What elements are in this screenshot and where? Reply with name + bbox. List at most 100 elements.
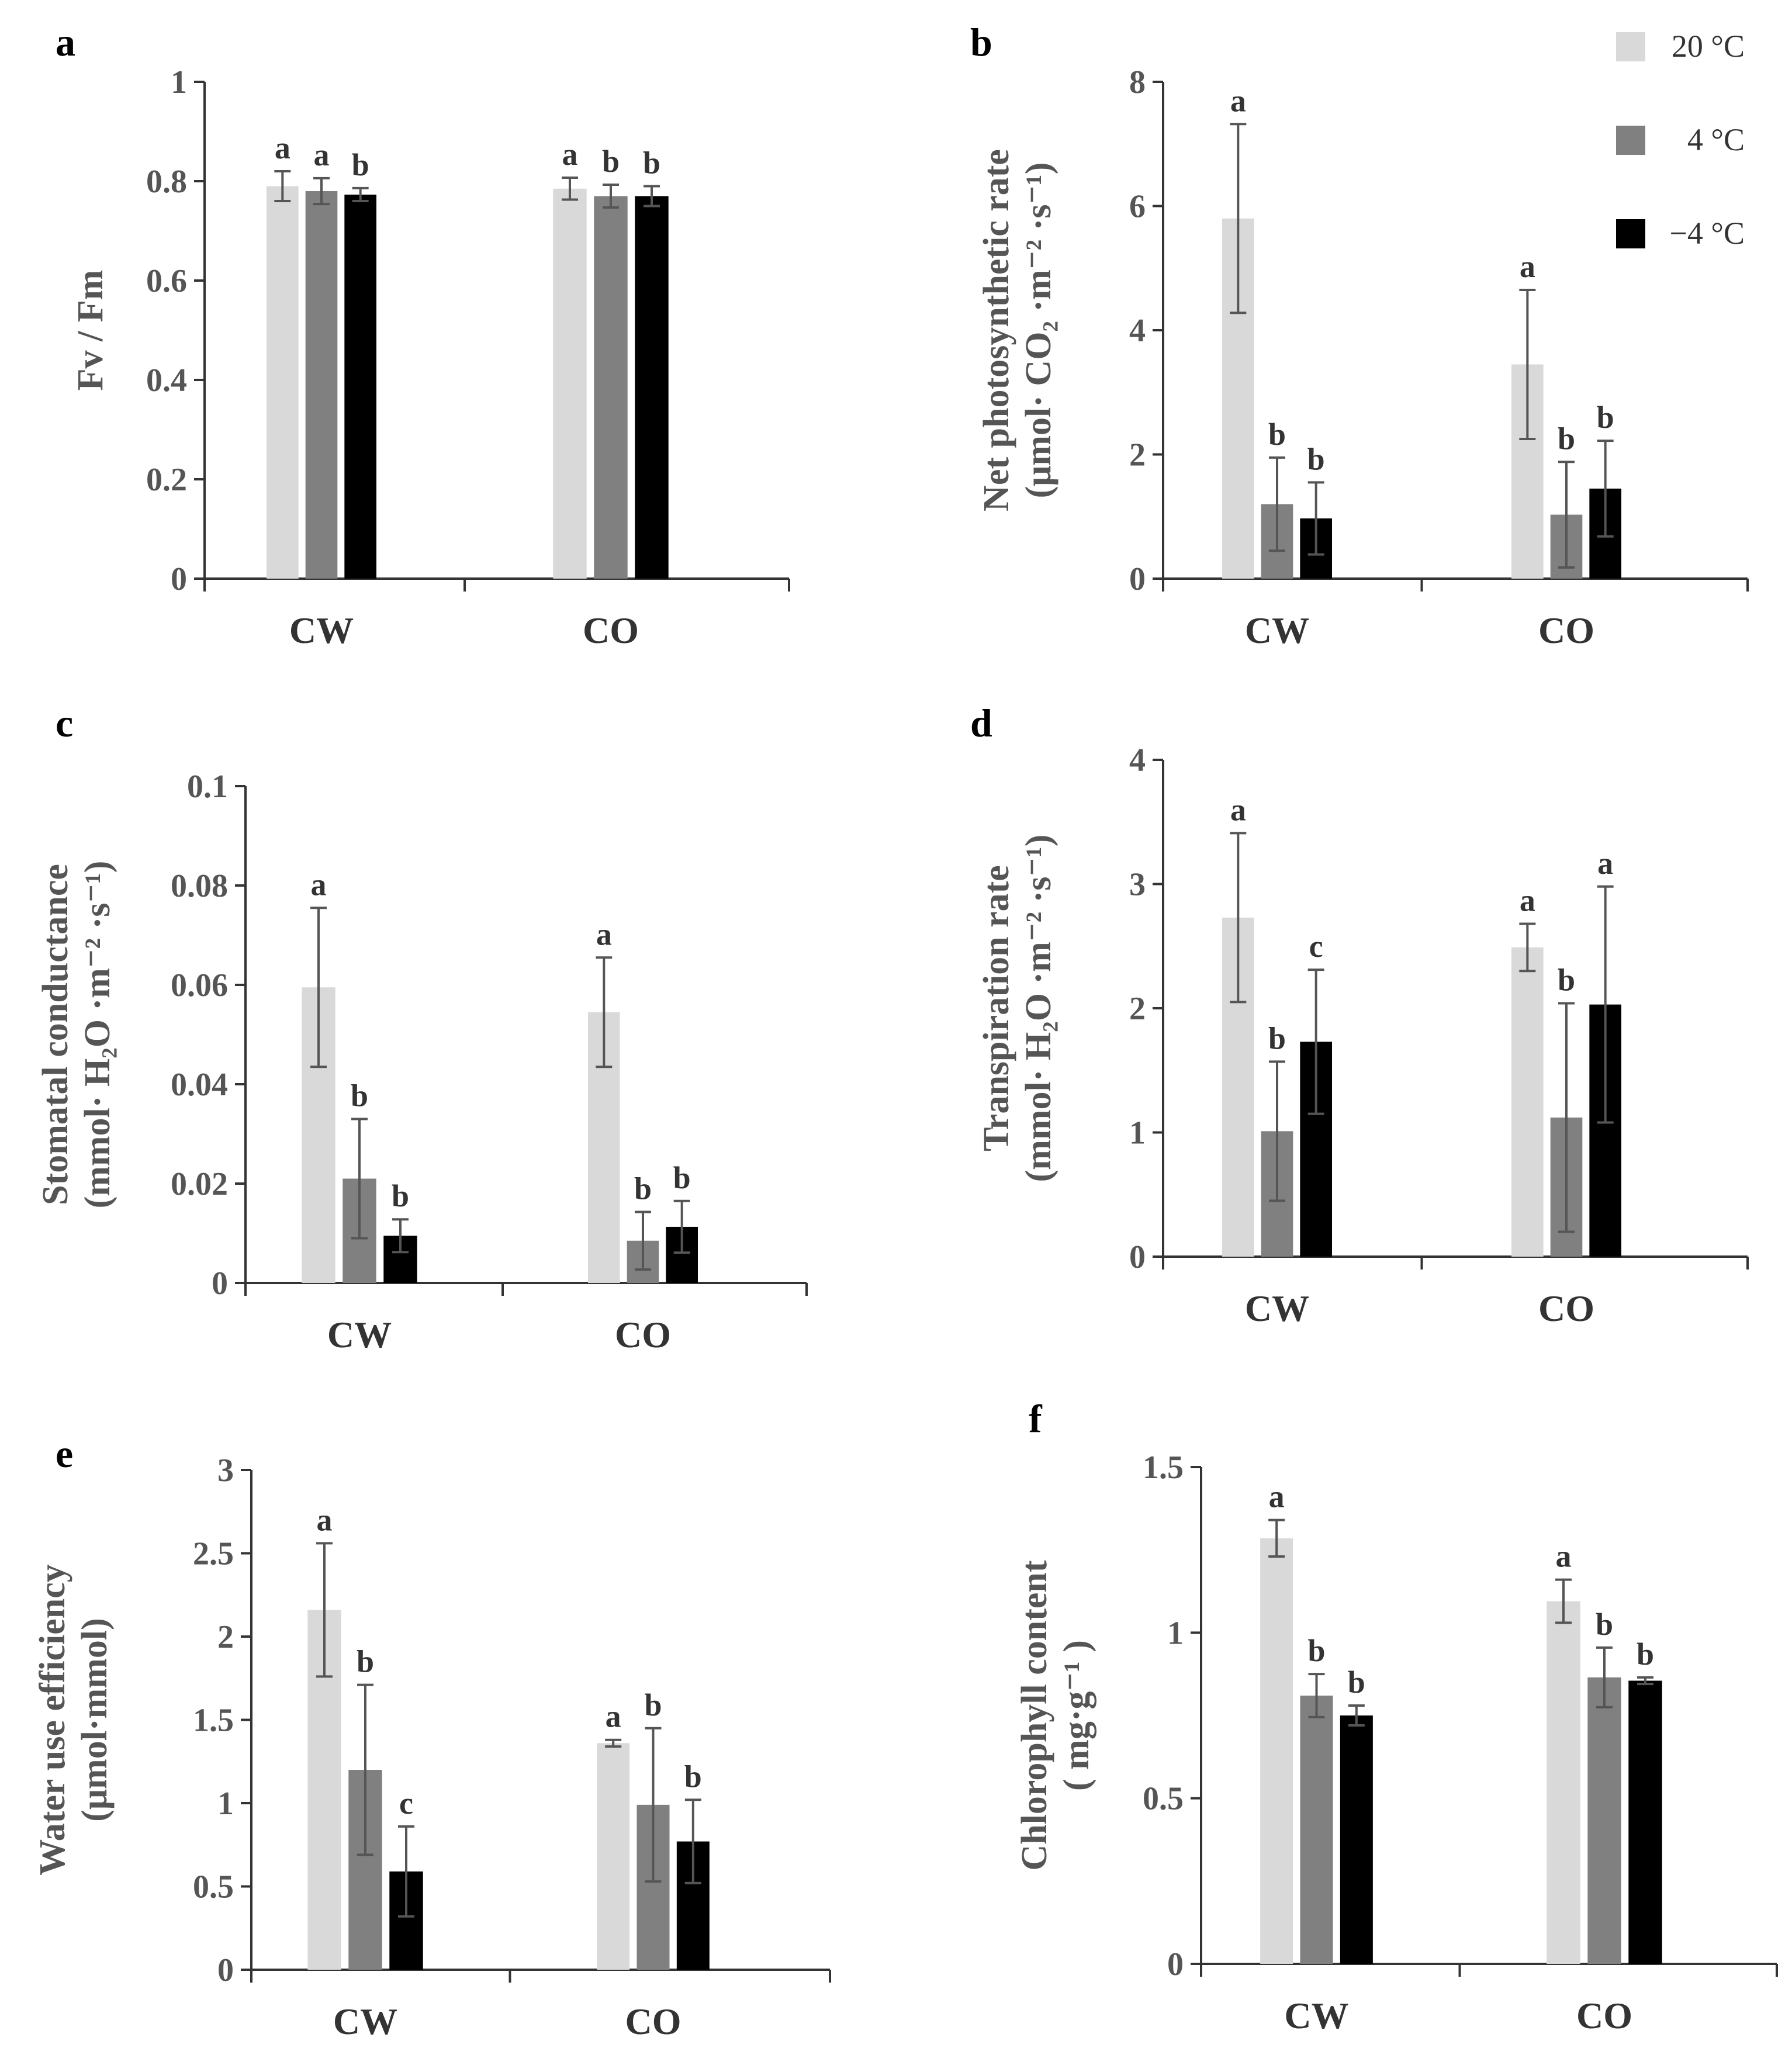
significance-label: c xyxy=(1309,929,1323,964)
y-axis-label-line: (μmol·mmol) xyxy=(75,1618,115,1822)
y-axis-label-line: ( mg·g⁻¹ ) xyxy=(1057,1640,1096,1791)
y-tick-label: 4 xyxy=(1129,313,1146,349)
y-tick-label: 2 xyxy=(1129,991,1146,1027)
significance-label: b xyxy=(392,1178,409,1213)
y-tick-label: 1 xyxy=(1167,1615,1184,1651)
category-label: CO xyxy=(1538,610,1594,651)
significance-label: a xyxy=(606,1699,621,1734)
category-label: CW xyxy=(327,1314,392,1355)
y-tick-label: 2 xyxy=(1129,437,1146,473)
y-axis-label-line: (mmol· H₂O ·m⁻² ·s⁻¹) xyxy=(1019,835,1058,1182)
significance-label: a xyxy=(1520,249,1535,284)
y-tick-label: 0 xyxy=(171,561,187,597)
category-label: CO xyxy=(583,610,639,651)
bar xyxy=(1511,947,1544,1257)
y-tick-label: 3 xyxy=(1129,867,1146,903)
category-label: CW xyxy=(1284,1995,1348,2036)
category-label: CO xyxy=(1538,1288,1594,1329)
y-tick-label: 6 xyxy=(1129,189,1146,225)
y-tick-label: 0.06 xyxy=(171,967,228,1004)
panel-letter-d: d xyxy=(970,701,992,745)
legend: 20 °C 4 °C −4 °C xyxy=(1616,29,1745,251)
y-tick-label: 0.4 xyxy=(146,362,187,399)
bar xyxy=(594,196,628,579)
significance-label: b xyxy=(1637,1637,1654,1672)
y-tick-label: 3 xyxy=(217,1452,234,1489)
significance-label: a xyxy=(1269,1479,1285,1514)
bar xyxy=(1628,1680,1662,1964)
category-label: CW xyxy=(1245,1288,1309,1329)
y-axis-label: Net photosynthetic rate(μmol· CO₂ ·m⁻² ·… xyxy=(977,149,1058,511)
y-tick-label: 1.5 xyxy=(1143,1450,1184,1486)
y-tick-label: 0.5 xyxy=(193,1869,234,1905)
panel-letter-f: f xyxy=(1029,1396,1043,1441)
bar xyxy=(1547,1601,1580,1964)
y-tick-label: 0 xyxy=(1129,561,1146,597)
y-axis-label-line: Chlorophyll content xyxy=(1015,1560,1054,1870)
y-tick-label: 8 xyxy=(1129,64,1146,101)
bar xyxy=(1340,1715,1373,1964)
significance-label: b xyxy=(357,1644,374,1679)
bar xyxy=(635,196,669,579)
significance-label: a xyxy=(275,130,290,165)
significance-label: a xyxy=(1230,792,1246,827)
category-label: CO xyxy=(615,1314,671,1355)
legend-swatch xyxy=(1616,32,1645,61)
y-tick-label: 0.02 xyxy=(171,1166,228,1202)
y-tick-label: 0 xyxy=(1167,1946,1184,1983)
panel-letter-a: a xyxy=(56,20,75,64)
bar xyxy=(1260,1538,1293,1964)
legend-swatch xyxy=(1616,219,1645,248)
bar xyxy=(1300,1696,1333,1964)
bar xyxy=(344,194,376,579)
significance-label: a xyxy=(317,1502,333,1537)
significance-label: b xyxy=(684,1759,702,1794)
significance-label: a xyxy=(1230,83,1246,118)
significance-label: a xyxy=(314,137,330,172)
significance-label: b xyxy=(602,144,620,179)
y-axis-label: Fv / Fm xyxy=(71,270,110,391)
category-label: CW xyxy=(289,610,354,651)
significance-label: b xyxy=(1307,441,1325,476)
significance-label: b xyxy=(1307,1633,1325,1668)
significance-label: b xyxy=(644,1687,662,1722)
y-tick-label: 0.1 xyxy=(187,769,228,805)
significance-label: b xyxy=(1558,963,1575,998)
category-label: CO xyxy=(625,2001,681,2042)
y-tick-label: 0 xyxy=(217,1952,234,1988)
y-tick-label: 0 xyxy=(1129,1239,1146,1275)
significance-label: b xyxy=(352,147,369,182)
legend-label: 20 °C xyxy=(1672,29,1745,64)
y-axis-label-line: Water use efficiency xyxy=(33,1564,72,1876)
panel-letter-e: e xyxy=(56,1431,73,1476)
legend-label: −4 °C xyxy=(1669,216,1745,251)
y-tick-label: 0.5 xyxy=(1143,1781,1184,1817)
significance-label: a xyxy=(1556,1539,1572,1574)
significance-label: b xyxy=(1597,400,1614,435)
y-tick-label: 1 xyxy=(171,64,187,101)
legend-swatch xyxy=(1616,126,1645,155)
y-tick-label: 0.04 xyxy=(171,1067,228,1103)
bar xyxy=(1587,1677,1621,1964)
significance-label: a xyxy=(311,867,327,902)
bar xyxy=(267,186,299,579)
significance-label: a xyxy=(596,916,612,952)
y-axis-label: Chlorophyll content( mg·g⁻¹ ) xyxy=(1015,1560,1096,1870)
y-tick-label: 4 xyxy=(1129,742,1146,779)
y-tick-label: 2 xyxy=(217,1619,234,1655)
y-axis-label: Transpiration rate(mmol· H₂O ·m⁻² ·s⁻¹) xyxy=(977,835,1058,1182)
y-tick-label: 2.5 xyxy=(193,1536,234,1572)
significance-label: a xyxy=(562,137,578,172)
panel-letter-c: c xyxy=(56,701,73,745)
y-axis-label-line: (mmol· H₂O ·m⁻² ·s⁻¹) xyxy=(78,861,117,1209)
significance-label: b xyxy=(1268,417,1286,452)
y-tick-label: 0 xyxy=(212,1265,228,1302)
significance-label: b xyxy=(673,1160,691,1195)
category-label: CO xyxy=(1576,1995,1632,2036)
significance-label: b xyxy=(351,1078,368,1113)
significance-label: b xyxy=(634,1171,652,1206)
